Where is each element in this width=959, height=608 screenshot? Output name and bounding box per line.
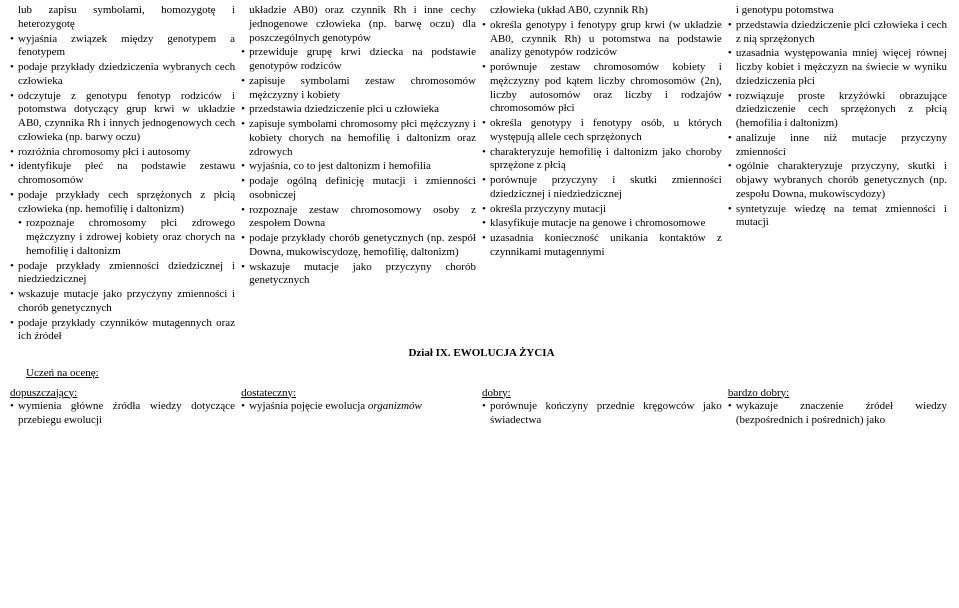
col1-list: lub zapisu symbolami, homozygotę i heter…	[10, 4, 235, 344]
col2-list: układzie AB0) oraz czynnik Rh i inne cec…	[241, 4, 476, 288]
list-item: przedstawia dziedziczenie płci u człowie…	[241, 103, 476, 117]
grade-heading: bardzo dobry:	[728, 387, 947, 401]
uczen-label: Uczeń na ocenę:	[26, 367, 953, 381]
list-item: podaje przykłady dziedziczenia wybranych…	[10, 61, 235, 89]
column-1: lub zapisu symbolami, homozygotę i heter…	[10, 4, 241, 345]
list-item-italic: organizmów	[368, 400, 422, 412]
main-columns: lub zapisu symbolami, homozygotę i heter…	[10, 4, 953, 345]
list-item-text: wyjaśnia pojęcie ewolucja	[249, 400, 368, 412]
list-item: ogólnie charakteryzuje przyczyny, skutki…	[728, 160, 947, 201]
list-item: wymienia główne źródła wiedzy dotyczące …	[10, 400, 235, 428]
list-item-sub: rozpoznaje chromosomy płci zdrowego mężc…	[10, 217, 235, 258]
grade-list: wykazuje znaczenie źródeł wiedzy (bezpoś…	[728, 400, 947, 428]
list-item: wskazuje mutacje jako przyczyny zmiennoś…	[10, 288, 235, 316]
list-item: podaje przykłady chorób genetycznych (np…	[241, 232, 476, 260]
list-item: przewiduje grupę krwi dziecka na podstaw…	[241, 46, 476, 74]
list-item: rozwiązuje proste krzyżówki obrazujące d…	[728, 90, 947, 131]
grade-heading: dostateczny:	[241, 387, 476, 401]
grade-col-4: bardzo dobry: wykazuje znaczenie źródeł …	[728, 387, 953, 429]
list-item: identyfikuje płeć na podstawie zestawu c…	[10, 160, 235, 188]
section-title: Dział IX. EWOLUCJA ŻYCIA	[10, 347, 953, 361]
list-item: podaje przykłady zmienności dziedzicznej…	[10, 260, 235, 288]
list-item: porównuje zestaw chromosomów kobiety i m…	[482, 61, 722, 116]
list-item: przedstawia dziedziczenie płci człowieka…	[728, 19, 947, 47]
column-3: człowieka (układ AB0, czynnik Rh) określ…	[482, 4, 728, 345]
list-item: analizuje inne niż mutacje przyczyny zmi…	[728, 132, 947, 160]
column-4: i genotypu potomstwa przedstawia dziedzi…	[728, 4, 953, 345]
grade-heading: dopuszczający:	[10, 387, 235, 401]
list-item: klasyfikuje mutacje na genowe i chromoso…	[482, 217, 722, 231]
list-item: podaje przykłady cech sprzężonych z płci…	[10, 189, 235, 217]
list-item: uzasadnia występowania mniej więcej równ…	[728, 47, 947, 88]
list-item: rozróżnia chromosomy płci i autosomy	[10, 146, 235, 160]
col4-list: i genotypu potomstwa przedstawia dziedzi…	[728, 4, 947, 230]
list-item: wykazuje znaczenie źródeł wiedzy (bezpoś…	[728, 400, 947, 428]
list-item: określa przyczyny mutacji	[482, 203, 722, 217]
grade-col-3: dobry: porównuje kończyny przednie kręgo…	[482, 387, 728, 429]
col1-continuation: lub zapisu symbolami, homozygotę i heter…	[10, 4, 235, 32]
list-item: wyjaśnia pojęcie ewolucja organizmów	[241, 400, 476, 414]
grade-col-2: dostateczny: wyjaśnia pojęcie ewolucja o…	[241, 387, 482, 429]
list-item: wskazuje mutacje jako przyczyny chorób g…	[241, 261, 476, 289]
list-item: charakteryzuje hemofilię i daltonizm jak…	[482, 146, 722, 174]
list-item: uzasadnia konieczność unikania kontaktów…	[482, 232, 722, 260]
document-page: lub zapisu symbolami, homozygotę i heter…	[0, 0, 959, 608]
grade-list: wyjaśnia pojęcie ewolucja organizmów	[241, 400, 476, 414]
list-item: podaje przykłady czynników mutagennych o…	[10, 317, 235, 345]
list-item: określa genotypy i fenotypy osób, u któr…	[482, 117, 722, 145]
list-item: zapisuje symbolami zestaw chromosomów mę…	[241, 75, 476, 103]
list-item: wyjaśnia związek między genotypem a feno…	[10, 33, 235, 61]
col2-continuation: układzie AB0) oraz czynnik Rh i inne cec…	[241, 4, 476, 45]
list-item: zapisuje symbolami chromosomy płci mężcz…	[241, 118, 476, 159]
list-item: podaje ogólną definicję mutacji i zmienn…	[241, 175, 476, 203]
col4-continuation: i genotypu potomstwa	[728, 4, 947, 18]
list-item: syntetyzuje wiedzę na temat zmienności i…	[728, 203, 947, 231]
grade-list: wymienia główne źródła wiedzy dotyczące …	[10, 400, 235, 428]
col3-list: człowieka (układ AB0, czynnik Rh) określ…	[482, 4, 722, 260]
list-item: porównuje przyczyny i skutki zmienności …	[482, 174, 722, 202]
list-item: odczytuje z genotypu fenotyp rodziców i …	[10, 90, 235, 145]
list-item: wyjaśnia, co to jest daltonizm i hemofil…	[241, 160, 476, 174]
grade-row: dopuszczający: wymienia główne źródła wi…	[10, 387, 953, 429]
grade-list: porównuje kończyny przednie kręgowców ja…	[482, 400, 722, 428]
grade-col-1: dopuszczający: wymienia główne źródła wi…	[10, 387, 241, 429]
grade-heading: dobry:	[482, 387, 722, 401]
list-item: porównuje kończyny przednie kręgowców ja…	[482, 400, 722, 428]
list-item: rozpoznaje zestaw chromosomowy osoby z z…	[241, 204, 476, 232]
list-item: określa genotypy i fenotypy grup krwi (w…	[482, 19, 722, 60]
column-2: układzie AB0) oraz czynnik Rh i inne cec…	[241, 4, 482, 345]
col3-continuation: człowieka (układ AB0, czynnik Rh)	[482, 4, 722, 18]
